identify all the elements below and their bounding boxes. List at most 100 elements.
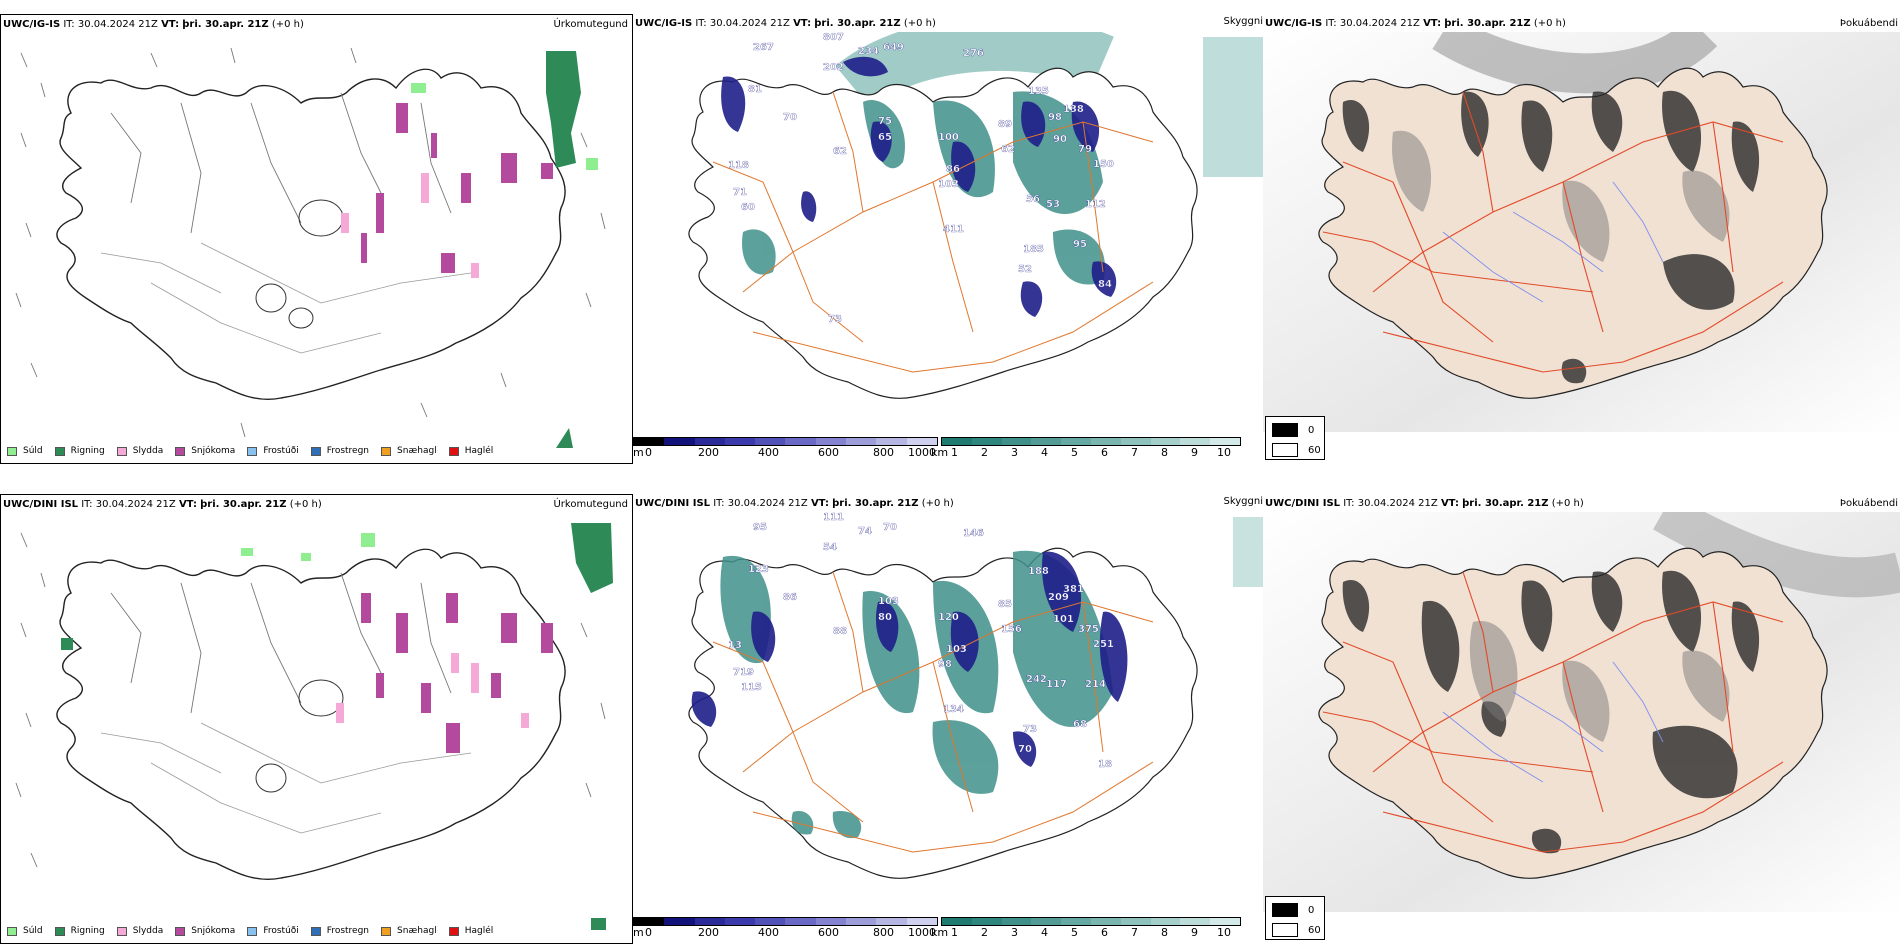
ceiling-value-label: 70 <box>783 112 797 123</box>
ceiling-value-label: 807 <box>823 32 844 43</box>
visibility-tick: 1 <box>951 926 958 939</box>
visibility-colorbar: km 1 2 3 4 5 6 7 8 9 10 <box>931 917 1241 939</box>
legend-swatch <box>116 926 127 936</box>
ceiling-value-label: 234 <box>858 46 879 57</box>
legend-swatch <box>116 446 127 456</box>
fog-legend-row: 60 <box>1272 923 1321 937</box>
ceiling-value-label: 202 <box>823 62 844 73</box>
ceiling-value-label: 134 <box>943 704 964 715</box>
panel-header: UWC/DINI ISL IT: 30.04.2024 21Z VT: þri.… <box>635 498 954 509</box>
visibility-tick: 4 <box>1041 926 1048 939</box>
legend-swatch <box>7 446 17 456</box>
ceiling-value-label: 89 <box>998 119 1012 130</box>
fog-legend: 0 60 <box>1265 896 1325 940</box>
precip-map <box>15 523 613 930</box>
fog-legend-row: 60 <box>1272 443 1321 457</box>
ceiling-value-label: 276 <box>963 48 984 59</box>
panel-header: UWC/IG-IS IT: 30.04.2024 21Z VT: þri. 30… <box>1265 18 1566 29</box>
legend-swatch <box>381 926 392 936</box>
ceiling-tick: 400 <box>758 926 779 939</box>
ceiling-value-label: 98 <box>1048 112 1062 123</box>
fog-legend-row: 0 <box>1272 903 1314 917</box>
ceiling-value-label: 101 <box>1053 614 1074 625</box>
ceiling-value-label: 185 <box>1023 244 1044 255</box>
visibility-tick: 2 <box>981 926 988 939</box>
panel-title: Þokuábendi <box>1839 498 1898 509</box>
fog-map <box>1263 512 1900 912</box>
visibility-tick: 6 <box>1101 446 1108 459</box>
legend-swatch <box>310 926 321 936</box>
fog-legend-swatch <box>1272 423 1298 437</box>
ceiling-value-label: 75 <box>878 116 892 127</box>
ceiling-value-label: 84 <box>1098 279 1112 290</box>
ceiling-value-label: 86 <box>783 592 797 603</box>
fog-panel-row2: UWC/DINI ISL IT: 30.04.2024 21Z VT: þri.… <box>1263 494 1900 944</box>
visibility-colorbar-strip <box>941 437 1241 446</box>
legend-item: Slydda <box>116 926 163 936</box>
legend-item: Frostúði <box>247 926 299 936</box>
fog-panel-row1: UWC/IG-IS IT: 30.04.2024 21Z VT: þri. 30… <box>1263 14 1900 464</box>
visibility-tick: 2 <box>981 446 988 459</box>
ceiling-tick: 0 <box>645 446 652 459</box>
legend-item: Frostregn <box>310 926 369 936</box>
ceiling-tick: 800 <box>873 446 894 459</box>
ceiling-value-label: 411 <box>943 224 964 235</box>
legend-item: Snæhagl <box>381 446 437 456</box>
panel-title: Skyggni <box>1223 496 1263 507</box>
ceiling-value-label: 86 <box>946 164 960 175</box>
visibility-tick: 1 <box>951 446 958 459</box>
ceiling-value-label: 79 <box>1078 144 1092 155</box>
ceiling-value-label: 719 <box>733 667 754 678</box>
legend-item: Frostregn <box>310 446 369 456</box>
ceiling-tick: 200 <box>698 446 719 459</box>
legend-swatch <box>54 926 65 936</box>
visibility-tick: 9 <box>1191 446 1198 459</box>
ceiling-value-label: 18 <box>1098 759 1112 770</box>
ceiling-value-label: 150 <box>1093 159 1114 170</box>
legend-item: Súld <box>7 446 43 456</box>
ceiling-value-label: 214 <box>1085 679 1106 690</box>
legend-swatch <box>175 926 186 936</box>
ceiling-tick: 800 <box>873 926 894 939</box>
visibility-unit: km <box>931 446 949 459</box>
ceiling-value-label: 70 <box>883 522 897 533</box>
visibility-tick: 7 <box>1131 926 1138 939</box>
ceiling-value-label: 53 <box>1046 199 1060 210</box>
visibility-tick: 9 <box>1191 926 1198 939</box>
ceiling-tick: 600 <box>818 446 839 459</box>
visibility-tick: 3 <box>1011 926 1018 939</box>
ceiling-value-label: 52 <box>1018 264 1032 275</box>
ceiling-value-label: 115 <box>741 682 762 693</box>
precip-legend: Súld Rigning Slydda Snjókoma Frostúði Fr… <box>7 926 505 936</box>
ceiling-unit: m <box>633 446 644 459</box>
precip-panel-row2: UWC/DINI ISL IT: 30.04.2024 21Z VT: þri.… <box>0 494 633 944</box>
ceiling-value-label: 375 <box>1078 624 1099 635</box>
legend-swatch <box>7 926 17 936</box>
legend-swatch <box>247 926 258 936</box>
ceiling-value-label: 73 <box>828 314 842 325</box>
fog-legend-row: 0 <box>1272 423 1314 437</box>
ceiling-value-label: 56 <box>1026 194 1040 205</box>
legend-item: Súld <box>7 926 43 936</box>
ceiling-colorbar-strip <box>633 437 938 446</box>
fog-map <box>1263 32 1900 432</box>
ceiling-value-label: 242 <box>1026 674 1047 685</box>
visibility-tick: 10 <box>1217 926 1231 939</box>
legend-item: Rigning <box>54 446 105 456</box>
ceiling-value-label: 68 <box>1073 719 1087 730</box>
ceiling-panel-row2: UWC/DINI ISL IT: 30.04.2024 21Z VT: þri.… <box>633 494 1263 944</box>
ceiling-value-label: 209 <box>1048 592 1069 603</box>
legend-item: Haglél <box>448 446 493 456</box>
legend-swatch <box>175 446 186 456</box>
ceiling-value-label: 103 <box>938 179 959 190</box>
legend-item: Rigning <box>54 926 105 936</box>
legend-item: Frostúði <box>247 446 299 456</box>
legend-swatch <box>54 446 65 456</box>
visibility-tick: 6 <box>1101 926 1108 939</box>
ceiling-value-label: 85 <box>998 599 1012 610</box>
ceiling-value-label: 135 <box>1028 86 1049 97</box>
ceiling-tick: 200 <box>698 926 719 939</box>
precip-map <box>15 47 606 448</box>
